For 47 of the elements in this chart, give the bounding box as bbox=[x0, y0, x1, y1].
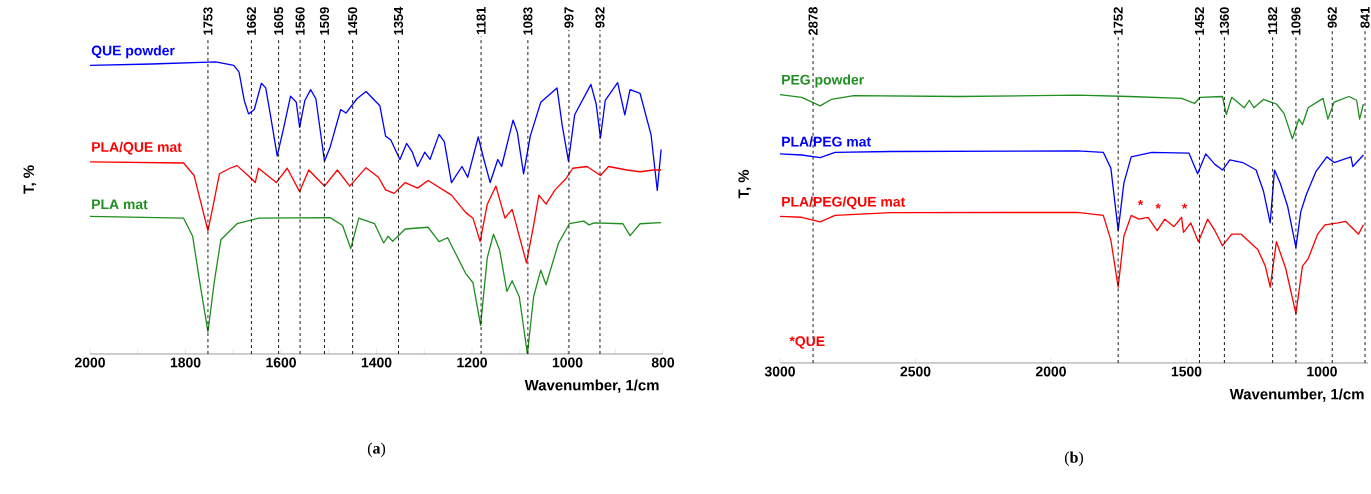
x-tick-label: 1600 bbox=[266, 357, 296, 368]
x-axis-title: Wavenumber, 1/cm bbox=[524, 379, 659, 393]
series-label: PLA/QUE mat bbox=[92, 141, 182, 155]
x-tick-label: 3000 bbox=[764, 366, 795, 377]
annotation: * bbox=[1155, 203, 1161, 209]
x-tick-label: 2500 bbox=[900, 366, 931, 377]
series-label: PLA/PEG mat bbox=[782, 136, 871, 147]
x-tick-label: 1500 bbox=[1171, 366, 1202, 377]
ref-line-label: 1182 bbox=[1268, 7, 1278, 34]
ref-line-label: 1181 bbox=[476, 7, 486, 34]
ref-line-label: 1096 bbox=[1291, 7, 1301, 35]
x-axis-title: Wavenumber, 1/cm bbox=[1229, 388, 1364, 402]
text: (b) bbox=[1064, 451, 1084, 466]
text: (a) bbox=[367, 442, 386, 457]
series-label: PEG powder bbox=[782, 74, 864, 88]
ref-line-label: 1662 bbox=[246, 7, 256, 35]
x-tick-label: 1000 bbox=[552, 357, 583, 368]
ref-line-label: 1452 bbox=[1194, 7, 1205, 35]
ref-line-label: 1354 bbox=[393, 6, 404, 35]
x-tick-label: 1200 bbox=[457, 357, 487, 368]
x-tick-label: 2000 bbox=[1035, 366, 1066, 377]
x-tick-label: 800 bbox=[651, 357, 675, 368]
ref-line-label: 1560 bbox=[295, 7, 305, 35]
ref-line-label: 1450 bbox=[348, 7, 358, 35]
ref-line-label: 997 bbox=[564, 7, 574, 28]
y-axis-title: T, % bbox=[738, 169, 752, 199]
x-tick-label: 1400 bbox=[361, 357, 392, 368]
ref-line-label: 1083 bbox=[523, 7, 533, 35]
series-label: QUE powder bbox=[91, 45, 175, 59]
ref-line-label: 1752 bbox=[1113, 7, 1123, 35]
ref-line-label: 1360 bbox=[1219, 7, 1229, 35]
ref-line-label: 932 bbox=[595, 7, 605, 28]
annotation: *QUE bbox=[789, 336, 825, 349]
series-label: PLA/PEG/QUE mat bbox=[782, 196, 906, 210]
x-tick-label: 1800 bbox=[170, 357, 201, 368]
series-label: PLA mat bbox=[92, 199, 148, 210]
ref-line-label: 841 bbox=[1360, 7, 1370, 28]
x-tick-label: 1000 bbox=[1307, 366, 1337, 377]
ref-line-label: 1753 bbox=[203, 7, 213, 35]
ref-line-label: 1605 bbox=[274, 7, 284, 35]
annotation: * bbox=[1137, 200, 1144, 206]
ref-line-label: 962 bbox=[1327, 7, 1337, 28]
y-axis-title: T, % bbox=[23, 165, 37, 194]
ref-line-label: 2878 bbox=[808, 7, 818, 36]
annotation: * bbox=[1181, 203, 1188, 209]
ref-line-label: 1509 bbox=[319, 7, 330, 35]
x-tick-label: 2000 bbox=[74, 357, 105, 368]
